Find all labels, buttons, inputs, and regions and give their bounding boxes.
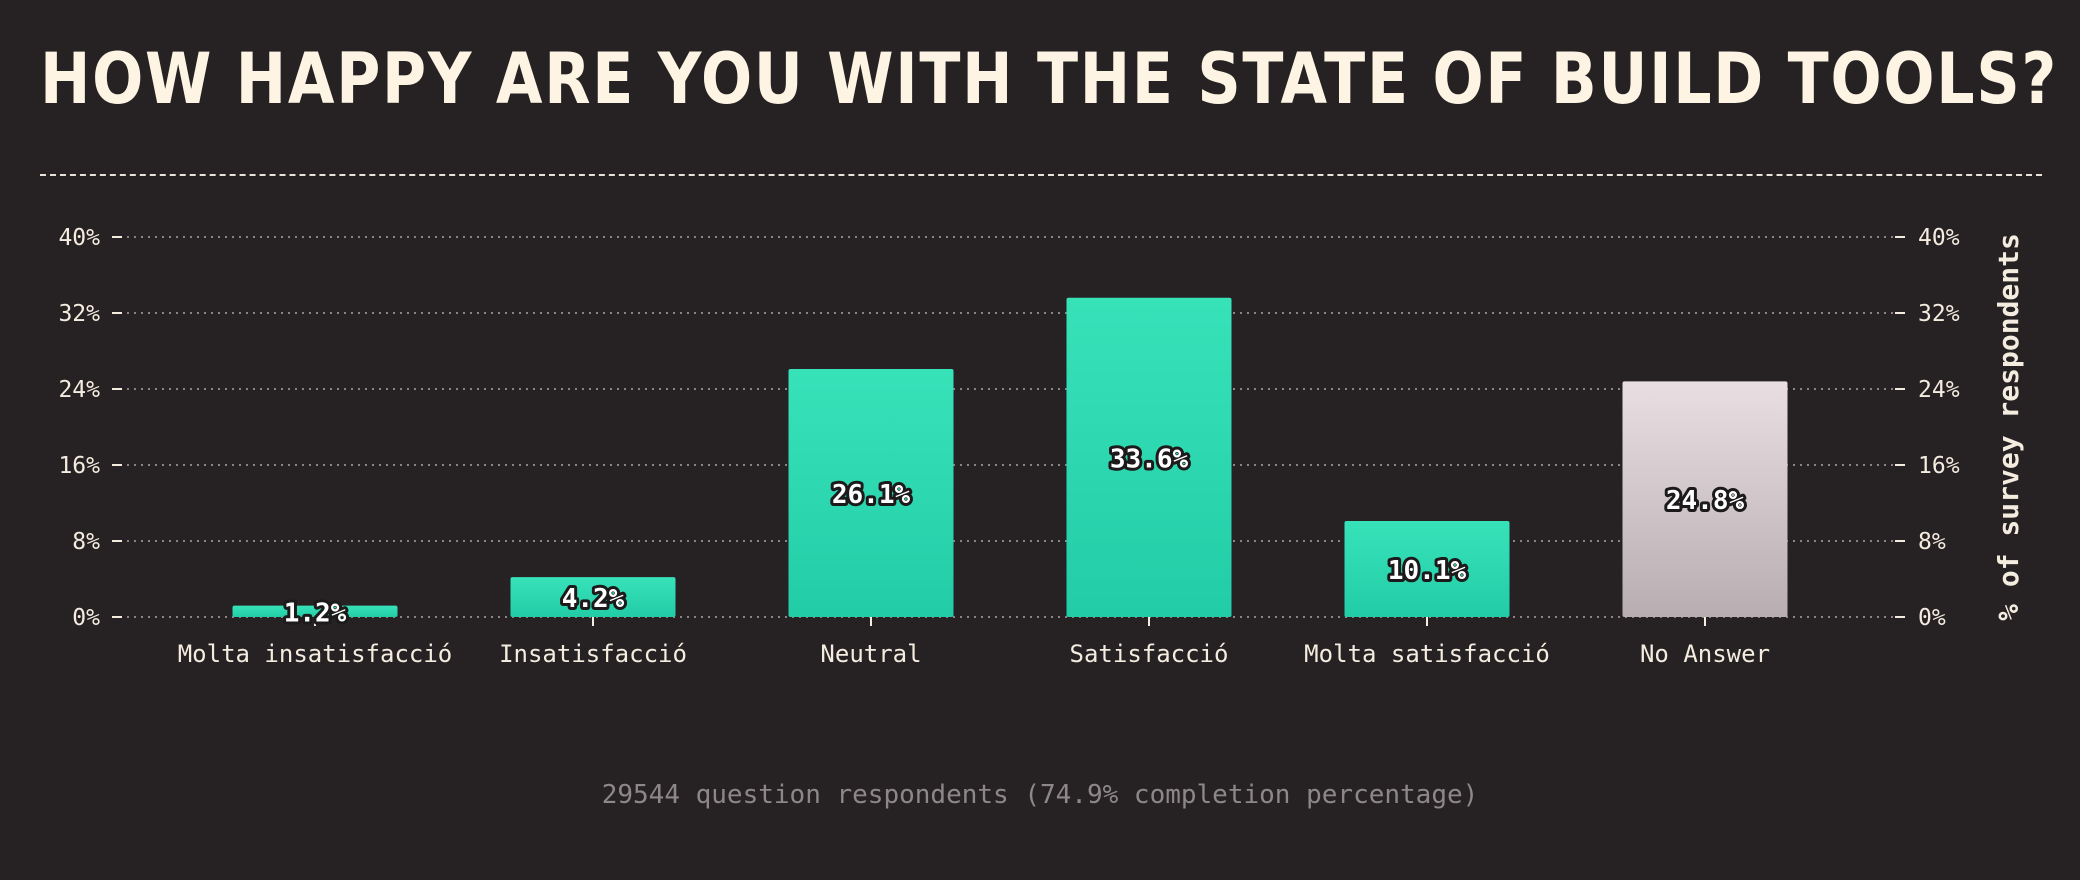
bar-5 [1622,381,1788,617]
data-label-2: 26.1% [832,480,911,510]
bar-1 [510,577,676,617]
data-label-0: 1.2% [284,598,347,628]
bar-4 [1344,521,1510,617]
bar-3 [1066,297,1232,617]
x-tick-label-5: No Answer [1640,640,1770,668]
y-tick-label-left: 24% [58,377,100,403]
y-tick-label-left: 40% [58,225,100,251]
y-tick-label-left: 8% [72,529,100,555]
x-tick-label-0: Molta insatisfacció [178,640,453,668]
y-tick-label-right: 8% [1918,529,1946,555]
y-tick-label-right: 24% [1918,377,1960,403]
title-divider [40,174,2042,176]
bar-2 [788,369,954,617]
data-label-5: 24.8% [1666,486,1745,516]
x-tick-label-3: Satisfacció [1070,640,1229,668]
y-tick-label-right: 40% [1918,225,1960,251]
data-label-1: 4.2% [562,584,625,614]
respondents-note: 29544 question respondents (74.9% comple… [601,780,1479,810]
y-tick-label-right: 0% [1918,605,1946,631]
y-axis-label: % of survey respondents [1992,233,2025,621]
x-tick-label-4: Molta satisfacció [1304,640,1550,668]
y-tick-label-right: 32% [1918,301,1960,327]
x-tick-label-2: Neutral [820,640,921,668]
chart-title: HOW HAPPY ARE YOU WITH THE STATE OF BUIL… [40,38,2059,120]
y-tick-label-left: 0% [72,605,100,631]
y-tick-label-left: 16% [58,453,100,479]
bar-0 [232,605,398,617]
y-tick-label-left: 32% [58,301,100,327]
data-label-3: 33.6% [1110,444,1189,474]
y-tick-label-right: 16% [1918,453,1960,479]
x-tick-label-1: Insatisfacció [499,640,687,668]
data-label-4: 10.1% [1388,556,1467,586]
